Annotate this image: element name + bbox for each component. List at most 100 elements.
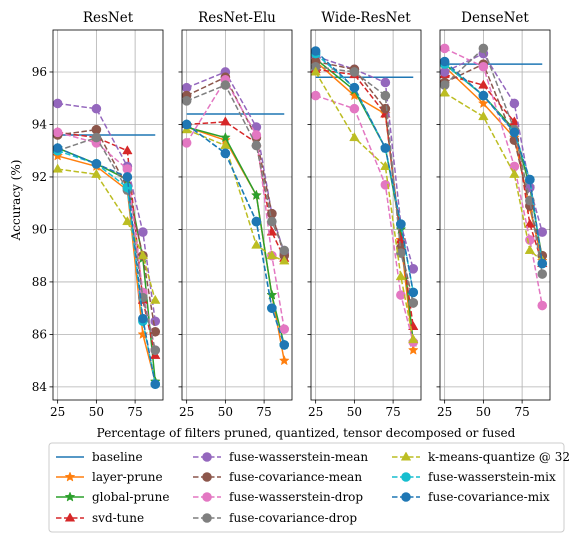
panel-frame <box>439 29 551 401</box>
legend-item-fuse-covariance-drop: fuse-covariance-drop <box>193 511 357 525</box>
x-tick-label: 75 <box>256 405 271 419</box>
series-fuse-covariance-mean <box>310 56 419 308</box>
data-point <box>267 208 277 219</box>
data-point <box>122 182 133 193</box>
panel-frame <box>310 29 422 401</box>
panel-1: 25 50 75 84 86 88 90 92 94 96 ResNet <box>32 10 164 419</box>
data-point <box>220 80 231 90</box>
data-point <box>150 316 161 327</box>
data-point <box>407 344 419 355</box>
legend-marker <box>401 472 411 482</box>
data-point <box>266 289 278 300</box>
data-point <box>478 43 489 54</box>
legend-label: fuse-wasserstein-drop <box>229 490 363 504</box>
series-svd-tune <box>181 116 290 262</box>
data-point <box>310 66 321 76</box>
x-tick-label: 75 <box>514 405 529 419</box>
data-point <box>122 145 133 155</box>
series-line <box>186 71 285 254</box>
series-layer-prune <box>439 61 548 266</box>
series-line <box>444 60 543 264</box>
data-point <box>137 328 149 339</box>
legend-marker <box>64 512 76 522</box>
panel-frame <box>181 29 293 401</box>
data-point <box>91 124 102 135</box>
y-tick-label: 90 <box>32 222 47 236</box>
legend-marker <box>401 492 411 502</box>
panel-frame <box>52 29 164 401</box>
data-point <box>380 160 391 170</box>
x-tick-label: 75 <box>127 405 142 419</box>
data-point <box>220 148 231 159</box>
series-line <box>57 149 156 385</box>
data-point <box>349 67 360 77</box>
data-point <box>91 103 102 114</box>
legend-marker <box>202 452 212 462</box>
panel-title: Wide-ResNet <box>321 10 411 26</box>
series-layer-prune <box>310 55 419 355</box>
data-point <box>349 132 360 142</box>
legend-label: fuse-covariance-drop <box>229 511 357 525</box>
data-point <box>524 244 536 254</box>
series-global-prune <box>52 142 161 387</box>
legend-item-baseline: baseline <box>56 450 143 464</box>
x-tick-label: 50 <box>89 405 104 419</box>
panel-4: 25 50 75 DenseNet <box>436 10 551 419</box>
data-point <box>537 300 548 311</box>
data-point <box>137 250 149 260</box>
data-point <box>349 82 360 93</box>
legend-frame <box>48 442 565 533</box>
data-point <box>439 87 450 97</box>
legend-marker <box>202 472 212 482</box>
series-fuse-covariance-mean <box>439 59 548 261</box>
data-point <box>181 96 192 106</box>
x-tick-label: 25 <box>50 405 65 419</box>
legend-label: fuse-wasserstein-mix <box>428 470 556 484</box>
data-point <box>181 138 192 148</box>
legend-label: fuse-covariance-mean <box>229 470 362 484</box>
series-line <box>186 76 285 256</box>
data-point <box>279 245 290 256</box>
data-point <box>509 168 520 178</box>
data-point <box>310 90 321 101</box>
data-point <box>380 77 391 88</box>
x-axis-label: Percentage of filters pruned, quantized,… <box>97 426 516 440</box>
y-tick-label: 96 <box>32 65 47 79</box>
data-point <box>122 216 133 226</box>
data-point <box>525 235 535 245</box>
panel-title: ResNet-Elu <box>198 10 276 26</box>
series-fuse-covariance-drop <box>181 80 290 256</box>
data-point <box>181 82 192 93</box>
y-tick-label: 92 <box>32 170 47 184</box>
series-k-means-quantize-32 <box>181 124 290 265</box>
data-point <box>220 116 231 126</box>
data-point <box>122 164 133 174</box>
data-point <box>52 98 63 109</box>
data-point <box>279 255 290 265</box>
data-point <box>478 111 489 121</box>
data-point <box>509 127 520 138</box>
legend-marker <box>64 491 76 502</box>
series-fuse-covariance-drop <box>310 61 419 308</box>
data-point <box>478 90 489 101</box>
legend-item-fuse-covariance-mean: fuse-covariance-mean <box>193 470 362 484</box>
legend-marker <box>202 513 212 523</box>
data-point <box>150 379 161 390</box>
series-k-means-quantize-32 <box>310 66 419 344</box>
series-global-prune <box>310 53 419 347</box>
data-point <box>251 216 262 227</box>
data-point <box>395 271 407 281</box>
data-point <box>250 189 262 200</box>
data-point <box>439 43 450 54</box>
data-point <box>278 354 290 366</box>
data-point <box>349 103 360 114</box>
legend-label: fuse-wasserstein-mean <box>229 450 368 464</box>
panel-2: 25 50 75 ResNet-Elu <box>178 10 293 419</box>
data-point <box>380 90 391 101</box>
series-line <box>186 84 285 251</box>
series-line <box>444 63 543 264</box>
data-point <box>380 143 391 153</box>
panel-3: 25 50 75 Wide-ResNet <box>307 10 422 419</box>
data-point <box>509 98 520 109</box>
